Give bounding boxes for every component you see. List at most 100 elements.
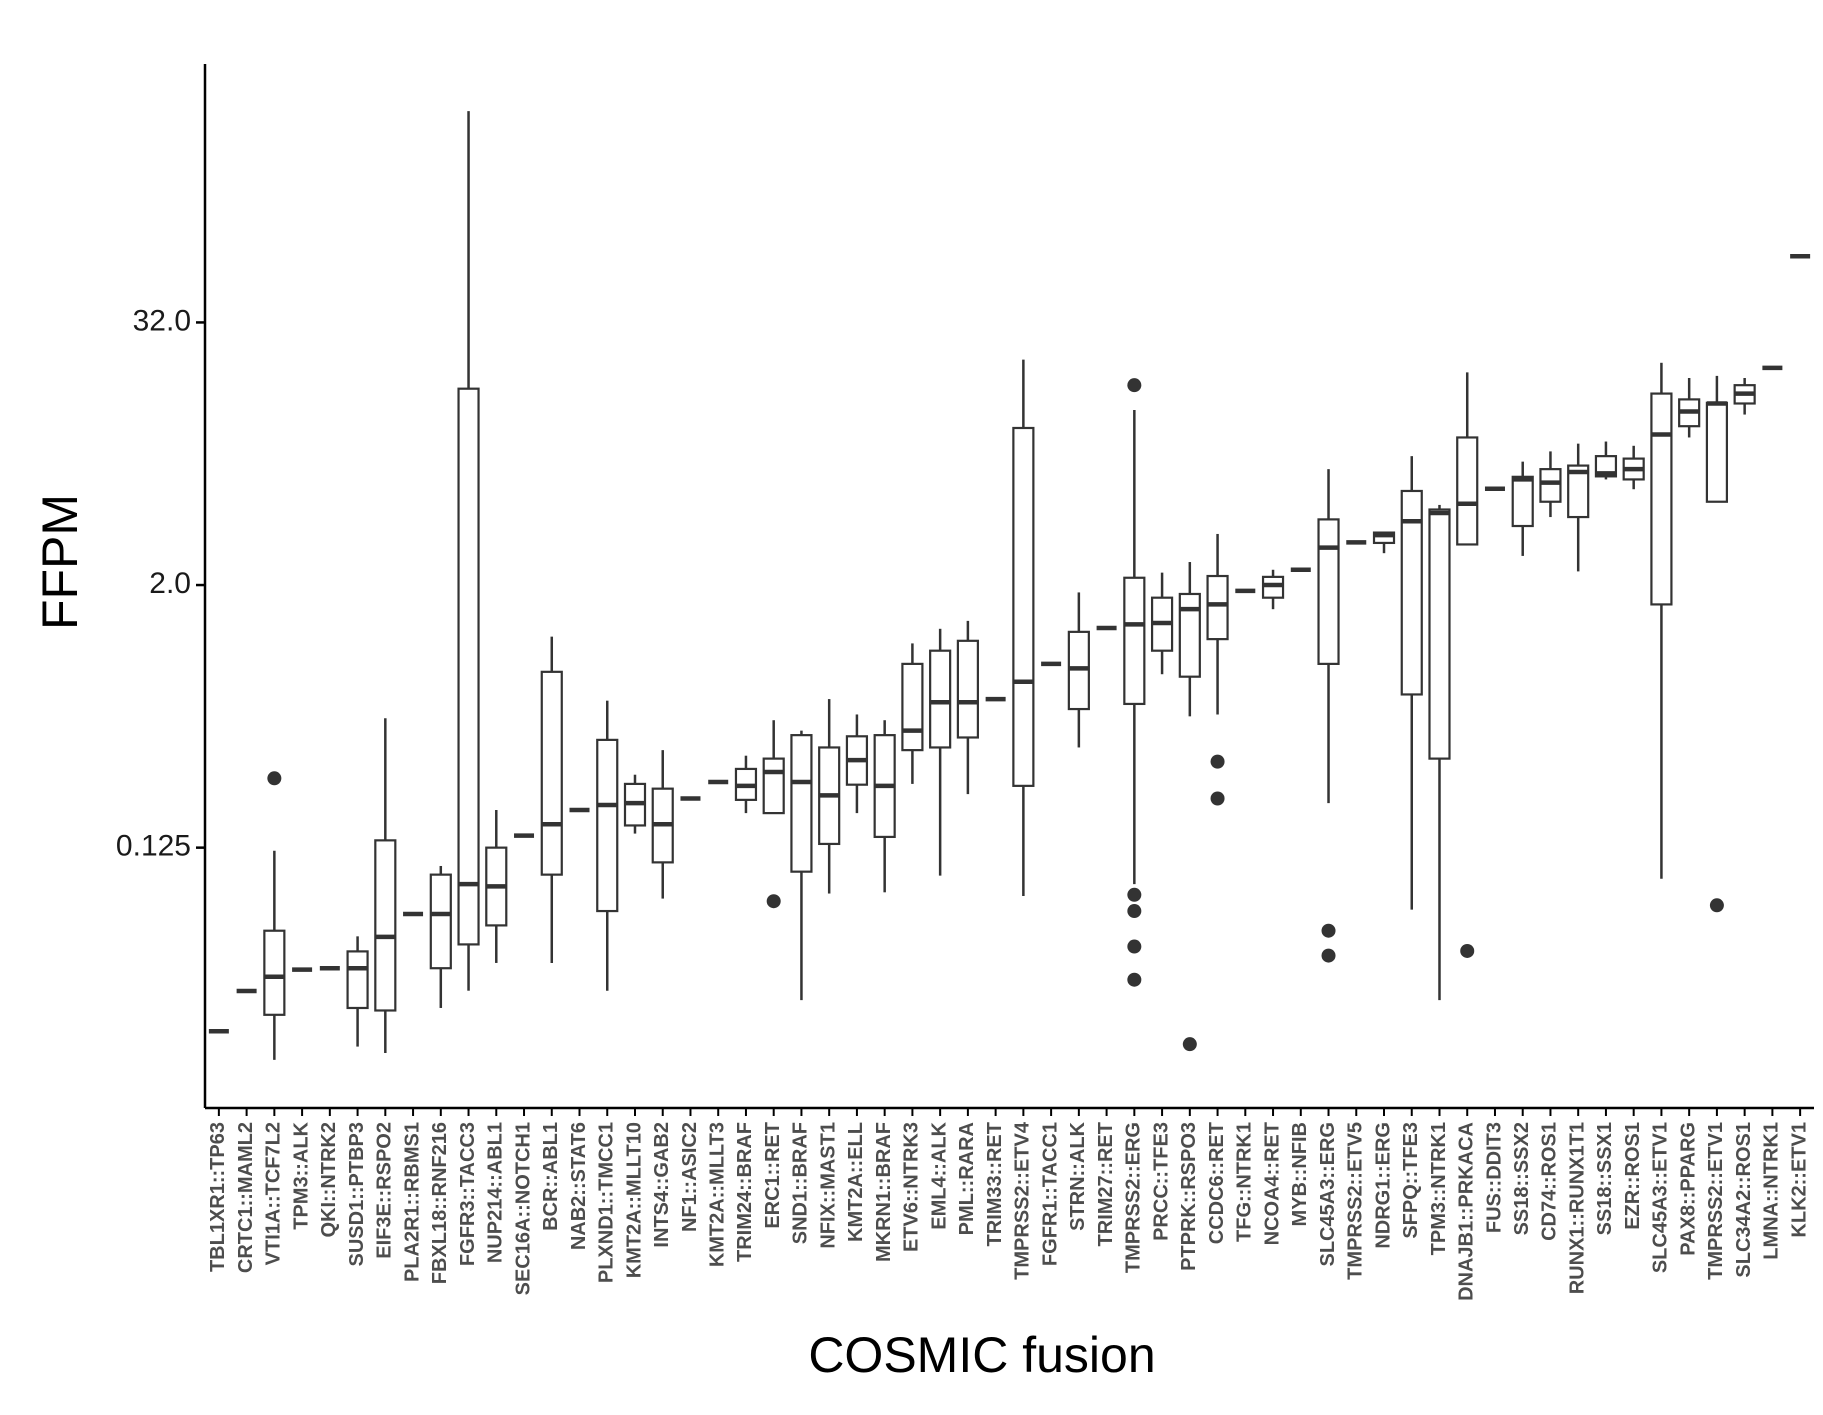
x-tick-label: EZR::ROS1: [1622, 1122, 1644, 1230]
outlier: [1127, 887, 1142, 902]
x-tick-label: DNAJB1::PRKACA: [1456, 1122, 1478, 1301]
outlier: [1127, 939, 1142, 954]
box: [1123, 576, 1146, 706]
x-axis-title: COSMIC fusion: [808, 1327, 1155, 1383]
x-tick-label: MKRN1::BRAF: [873, 1122, 895, 1262]
box: [1705, 401, 1729, 503]
x-tick-label: RUNX1::RUNX1T1: [1566, 1122, 1588, 1294]
y-tick-label: 2.0: [149, 567, 191, 600]
box: [346, 950, 369, 1010]
x-tick-label: NCOA4::RET: [1261, 1122, 1283, 1245]
x-tick-label: FUS::DDIT3: [1483, 1122, 1505, 1233]
x-tick-label: CCDC6::RET: [1206, 1122, 1228, 1244]
x-tick-label: SLC34A2::ROS1: [1733, 1122, 1755, 1278]
box: [1428, 508, 1451, 760]
box: [1511, 475, 1534, 528]
x-tick-label: PAX8::PPARG: [1677, 1122, 1699, 1256]
x-tick-label: ETV6::NTRK3: [901, 1122, 923, 1252]
y-tick-label: 32.0: [133, 304, 191, 337]
box: [540, 670, 563, 876]
x-tick-label: PML::RARA: [956, 1122, 978, 1235]
x-tick-label: BCR::ABL1: [540, 1122, 562, 1231]
x-tick-label: PLA2R1::RBMS1: [401, 1122, 423, 1282]
x-tick-label: CRTC1::MAML2: [235, 1122, 257, 1273]
x-tick-label: TMPRSS2::ETV1: [1705, 1122, 1727, 1280]
box: [1372, 531, 1396, 545]
x-tick-label: SFPQ::TFE3: [1400, 1122, 1422, 1239]
x-tick-label: INTS4::GAB2: [651, 1122, 673, 1248]
x-tick-label: NDRG1::ERG: [1372, 1122, 1394, 1249]
x-tick-label: NAB2::STAT6: [568, 1122, 590, 1250]
x-tick-label: SLC45A3::ETV1: [1650, 1122, 1672, 1273]
x-tick-label: TPM3::ALK: [290, 1121, 312, 1229]
x-tick-label: NFIX::MAST1: [817, 1122, 839, 1249]
box: [762, 757, 785, 815]
x-tick-label: PTPRK::RSPO3: [1178, 1122, 1200, 1271]
x-tick-label: FGFR3::TACC3: [457, 1122, 479, 1266]
x-tick-label: KMT2A::MLLT10: [623, 1122, 645, 1278]
x-tick-label: TRIM27::RET: [1095, 1122, 1117, 1246]
x-tick-label: TPM3::NTRK1: [1428, 1122, 1450, 1255]
x-tick-label: QKI::NTRK2: [318, 1122, 340, 1238]
x-tick-label: FBXL18::RNF216: [429, 1122, 451, 1284]
box: [374, 839, 397, 1012]
x-tick-label: CD74::ROS1: [1539, 1122, 1561, 1241]
box: [929, 649, 952, 749]
x-tick-label: TMPRSS2::ETV4: [1012, 1121, 1034, 1280]
outlier: [267, 771, 282, 786]
x-tick-label: TBL1XR1::TP63: [207, 1122, 229, 1272]
box: [1206, 574, 1229, 641]
x-tick-label: PLXND1::TMCC1: [596, 1122, 618, 1283]
box: [596, 738, 619, 913]
box: [956, 639, 979, 739]
outlier: [766, 894, 781, 909]
x-tick-label: PRCC::TFE3: [1150, 1122, 1172, 1241]
box: [1456, 436, 1479, 546]
x-tick-label: TFG::NTRK1: [1234, 1122, 1256, 1242]
box: [1400, 489, 1423, 696]
box: [263, 929, 286, 1016]
outlier: [1127, 378, 1142, 393]
x-tick-label: SS18::SSX2: [1511, 1122, 1533, 1235]
box: [1317, 518, 1340, 665]
box: [1539, 468, 1562, 503]
x-tick-label: KMT2A::ELL: [845, 1122, 867, 1242]
outlier: [1210, 791, 1225, 806]
x-tick-label: SND1::BRAF: [790, 1122, 812, 1244]
box: [790, 734, 813, 873]
box: [901, 662, 924, 752]
x-tick-label: NF1::ASIC2: [679, 1122, 701, 1232]
y-tick-label: 0.125: [116, 830, 191, 863]
x-tick-label: VTI1A::TCF7L2: [263, 1122, 285, 1265]
box: [1178, 592, 1201, 678]
x-tick-label: TMPRSS2::ETV5: [1345, 1122, 1367, 1280]
x-tick-label: MYB::NFIB: [1289, 1122, 1311, 1226]
y-axis-title: FFPM: [32, 494, 88, 630]
box: [1650, 392, 1673, 606]
x-tick-label: SUSD1::PTBP3: [346, 1122, 368, 1266]
outlier: [1321, 923, 1336, 938]
box: [429, 873, 452, 970]
box: [1012, 426, 1035, 787]
box: [1567, 464, 1590, 519]
x-tick-label: TMPRSS2::ERG: [1123, 1122, 1145, 1273]
x-tick-label: TRIM33::RET: [984, 1122, 1006, 1246]
x-tick-label: KLK2::ETV1: [1788, 1122, 1810, 1238]
x-tick-label: TRIM24::BRAF: [734, 1122, 756, 1262]
x-tick-label: EML4::ALK: [928, 1121, 950, 1229]
x-tick-label: EIF3E::RSPO2: [374, 1122, 396, 1259]
x-tick-label: ERC1::RET: [762, 1122, 784, 1229]
outlier: [1709, 898, 1724, 913]
x-tick-label: KMT2A::MLLT3: [706, 1122, 728, 1267]
outlier: [1127, 904, 1142, 919]
x-tick-label: SEC16A::NOTCH1: [512, 1122, 534, 1295]
outlier: [1460, 943, 1475, 958]
x-tick-label: STRN::ALK: [1067, 1121, 1089, 1230]
x-tick-label: LMNA::NTRK1: [1761, 1122, 1783, 1260]
outlier: [1182, 1037, 1197, 1052]
outlier: [1127, 972, 1142, 987]
x-tick-label: FGFR1::TACC1: [1039, 1122, 1061, 1266]
x-tick-label: SS18::SSX1: [1594, 1122, 1616, 1235]
x-tick-label: SLC45A3::ERG: [1317, 1122, 1339, 1266]
